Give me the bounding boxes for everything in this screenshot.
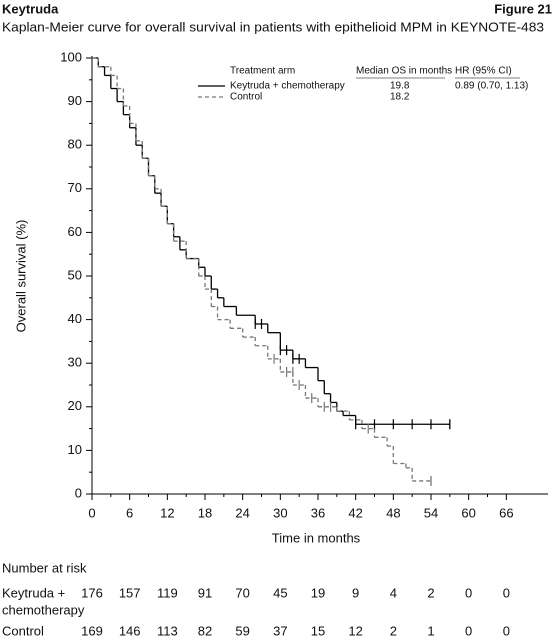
legend-header: Treatment arm: [230, 66, 295, 77]
y-tick-label: 0: [75, 485, 82, 500]
y-tick-label: 100: [60, 49, 82, 64]
risk-row-label: Control: [2, 623, 44, 638]
risk-count: 0: [465, 623, 472, 638]
risk-count: 0: [503, 585, 510, 600]
hazard-ratio: 0.89 (0.70, 1.13): [455, 81, 528, 92]
risk-count: 19: [311, 585, 325, 600]
risk-count: 82: [198, 623, 212, 638]
y-tick-label: 60: [68, 224, 82, 239]
figure-label: Figure 21: [494, 1, 552, 16]
y-tick-label: 10: [68, 442, 82, 457]
risk-count: 1: [427, 623, 434, 638]
risk-count: 91: [198, 585, 212, 600]
y-tick-label: 50: [68, 267, 82, 282]
risk-count: 0: [465, 585, 472, 600]
legend-header: Median OS in months: [356, 66, 452, 77]
product-name: Keytruda: [2, 1, 59, 16]
y-tick-label: 30: [68, 355, 82, 370]
risk-count: 176: [81, 585, 103, 600]
median-os: 18.2: [390, 92, 410, 103]
risk-row-label: chemotherapy: [2, 602, 85, 617]
x-tick-label: 0: [88, 505, 95, 520]
risk-count: 9: [352, 585, 359, 600]
x-tick-label: 54: [424, 505, 438, 520]
y-tick-label: 70: [68, 180, 82, 195]
y-axis-label: Overall survival (%): [13, 220, 28, 333]
x-tick-label: 48: [386, 505, 400, 520]
risk-count: 70: [235, 585, 249, 600]
x-tick-label: 6: [126, 505, 133, 520]
legend-label: Control: [230, 92, 262, 103]
risk-count: 4: [390, 585, 397, 600]
x-tick-label: 30: [273, 505, 287, 520]
risk-count: 37: [273, 623, 287, 638]
risk-count: 12: [348, 623, 362, 638]
risk-count: 15: [311, 623, 325, 638]
y-tick-label: 20: [68, 398, 82, 413]
risk-row-label: Keytruda +: [2, 585, 65, 600]
x-tick-label: 36: [311, 505, 325, 520]
y-tick-label: 80: [68, 137, 82, 152]
risk-count: 146: [119, 623, 141, 638]
y-tick-label: 90: [68, 93, 82, 108]
x-axis-label: Time in months: [272, 530, 361, 545]
x-tick-label: 42: [348, 505, 362, 520]
risk-count: 0: [503, 623, 510, 638]
x-tick-label: 60: [461, 505, 475, 520]
y-tick-label: 40: [68, 311, 82, 326]
x-tick-label: 24: [235, 505, 249, 520]
risk-count: 119: [157, 585, 178, 600]
legend-label: Keytruda + chemotherapy: [230, 81, 345, 92]
risk-count: 169: [81, 623, 103, 638]
x-tick-label: 18: [198, 505, 212, 520]
risk-count: 157: [119, 585, 141, 600]
chart-title: Kaplan-Meier curve for overall survival …: [2, 19, 544, 34]
risk-count: 45: [273, 585, 287, 600]
risk-title: Number at risk: [2, 560, 87, 575]
risk-count: 2: [427, 585, 434, 600]
median-os: 19.8: [390, 81, 410, 92]
x-tick-label: 66: [499, 505, 513, 520]
risk-count: 59: [235, 623, 249, 638]
legend-header: HR (95% CI): [455, 66, 512, 77]
x-tick-label: 12: [160, 505, 174, 520]
risk-count: 2: [390, 623, 397, 638]
risk-count: 113: [157, 623, 178, 638]
